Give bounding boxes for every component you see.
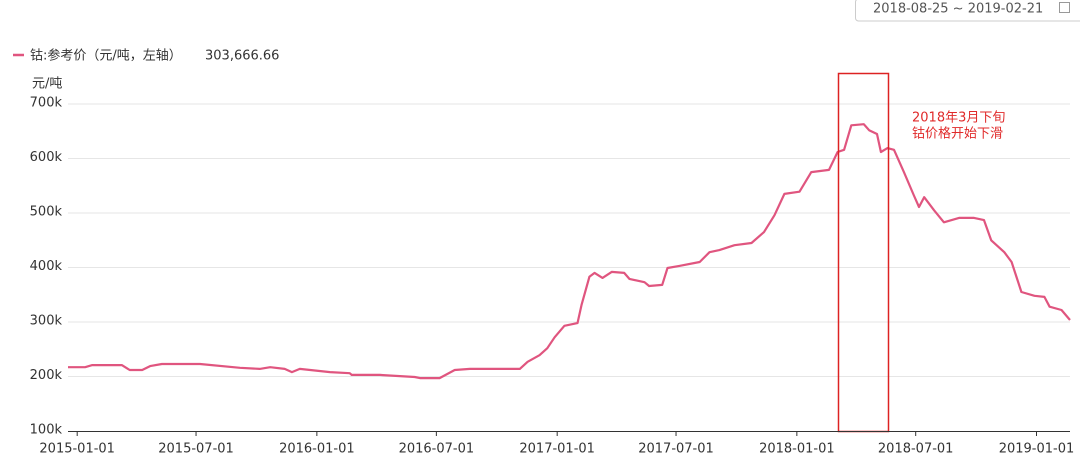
y-tick-label: 700k bbox=[30, 96, 63, 111]
legend-label: 钴:参考价（元/吨，左轴） bbox=[30, 48, 182, 64]
y-tick-label: 300k bbox=[30, 314, 63, 329]
x-tick-label: 2018-01-01 bbox=[759, 442, 835, 457]
x-tick-label: 2015-01-01 bbox=[39, 442, 115, 457]
y-unit: 元/吨 bbox=[32, 77, 62, 92]
y-tick-label: 500k bbox=[30, 205, 63, 220]
x-tick-label: 2017-01-01 bbox=[519, 442, 595, 457]
x-tick-label: 2019-01-01 bbox=[999, 442, 1075, 457]
annotation: 钴价格开始下滑 bbox=[912, 126, 1003, 142]
x-tick-label: 2015-07-01 bbox=[158, 442, 234, 457]
date-range[interactable]: 2018-08-25 ~ 2019-02-21 bbox=[873, 2, 1043, 17]
date-picker[interactable] bbox=[855, 0, 1080, 22]
x-tick-label: 2016-01-01 bbox=[279, 442, 355, 457]
series-line bbox=[68, 123, 1071, 380]
y-tick-label: 400k bbox=[30, 259, 63, 274]
y-tick-label: 200k bbox=[30, 368, 63, 383]
y-tick-label: 100k bbox=[30, 423, 63, 438]
x-tick-label: 2018-07-01 bbox=[878, 442, 954, 457]
highlight-box bbox=[837, 72, 890, 433]
legend-value: 303,666.66 bbox=[205, 49, 279, 64]
x-tick-label: 2017-07-01 bbox=[638, 442, 714, 457]
x-tick-label: 2016-07-01 bbox=[399, 442, 475, 457]
calendar-icon bbox=[1059, 2, 1070, 13]
annotation: 2018年3月下旬 bbox=[912, 111, 1005, 126]
y-tick-label: 600k bbox=[30, 150, 63, 165]
